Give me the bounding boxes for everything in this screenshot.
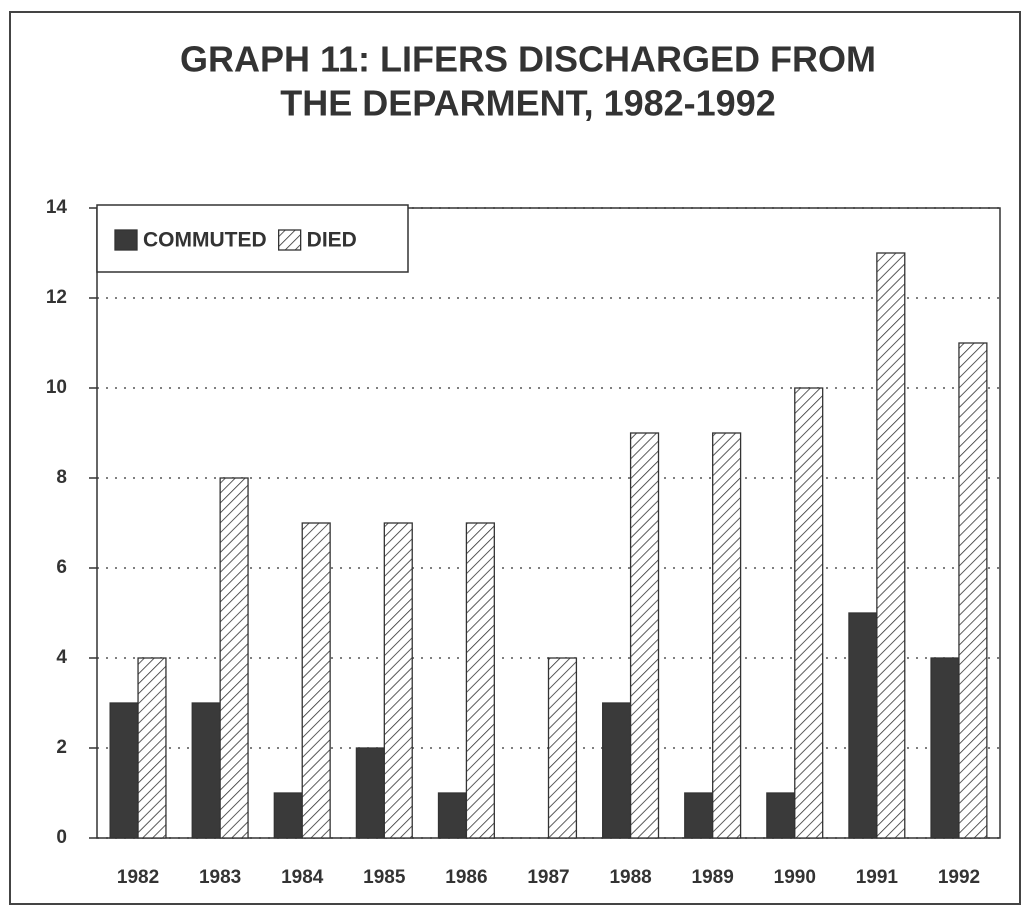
y-tick-label: 14: [46, 197, 68, 218]
bar: [712, 432, 742, 839]
bar: [930, 657, 960, 839]
bar: [629, 432, 660, 839]
x-tick-label: 1983: [199, 867, 241, 888]
x-tick-label: 1984: [281, 867, 324, 888]
bar: [383, 522, 413, 839]
x-tick-label: 1982: [117, 867, 159, 888]
legend-swatch: [278, 229, 302, 251]
y-tick-label: 0: [56, 827, 67, 848]
bar: [958, 342, 988, 839]
y-tick-label: 10: [46, 377, 67, 398]
frame: [9, 11, 1021, 905]
bar: [191, 702, 221, 839]
bar: [355, 747, 385, 839]
chart-title: THE DEPARMENT, 1982-1992: [280, 83, 776, 124]
bar: [301, 522, 331, 839]
bar: [766, 792, 796, 839]
x-tick-label: 1992: [938, 867, 980, 888]
y-tick-label: 12: [46, 287, 67, 308]
bar: [848, 612, 878, 839]
bar: [109, 702, 139, 839]
legend-box: [96, 204, 409, 273]
bar: [684, 792, 714, 839]
bar: [137, 657, 167, 839]
bar: [219, 477, 249, 839]
y-tick-label: 6: [56, 557, 67, 578]
x-tick-label: 1985: [363, 867, 406, 888]
x-tick-label: 1987: [527, 867, 569, 888]
x-tick-label: 1989: [692, 867, 734, 888]
legend-label: DIED: [307, 229, 357, 252]
bar: [437, 792, 468, 839]
x-tick-label: 1988: [609, 867, 651, 888]
x-tick-label: 1986: [445, 867, 487, 888]
y-tick-label: 4: [56, 647, 67, 668]
legend-swatch: [114, 229, 138, 251]
y-tick-label: 8: [56, 467, 67, 488]
legend-label: COMMUTED: [143, 229, 267, 252]
chart-title: GRAPH 11: LIFERS DISCHARGED FROM: [180, 39, 876, 80]
bar: [794, 387, 824, 839]
bar: [602, 702, 632, 839]
x-tick-label: 1990: [774, 867, 816, 888]
bar: [876, 252, 906, 839]
bar: [273, 792, 303, 839]
bar: [465, 522, 495, 839]
x-tick-label: 1991: [856, 867, 899, 888]
y-tick-label: 2: [56, 737, 67, 758]
bar: [547, 657, 578, 839]
